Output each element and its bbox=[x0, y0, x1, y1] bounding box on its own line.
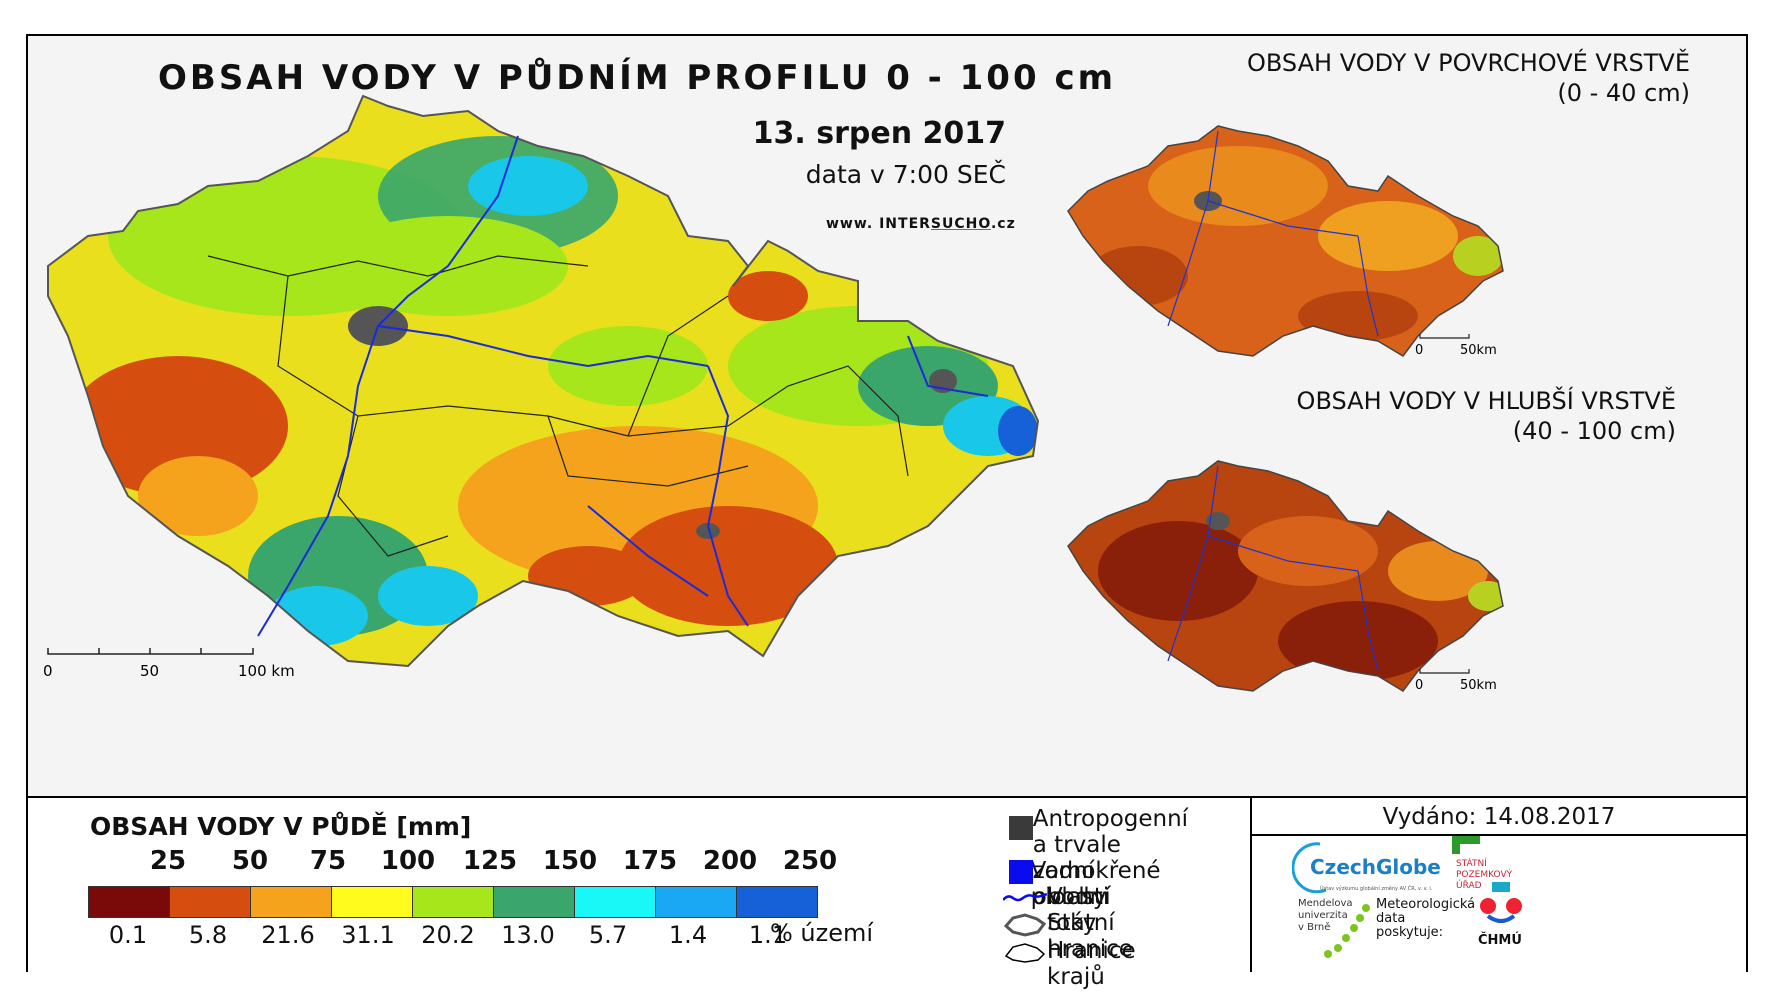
key-water-bodies: Vodní plochy bbox=[1003, 858, 1123, 910]
threshold-label: 125 bbox=[462, 846, 518, 876]
river-line-icon bbox=[1002, 892, 1048, 902]
deep-scale-0: 0 bbox=[1415, 678, 1423, 693]
legend-panel: OBSAH VODY V PŮDĚ [mm] 25 50 75 100 125 … bbox=[28, 796, 1746, 990]
legend-separator bbox=[1250, 798, 1252, 972]
percentage-value: 0.1 bbox=[108, 921, 148, 949]
spu-logo: STÁTNÍ POZEMKOVÝ ÚŘAD bbox=[1452, 836, 1513, 891]
rivers bbox=[257, 135, 989, 637]
map-frame: 0 50 100 km OBSAH VODY V PŮDNÍM PROFILU … bbox=[26, 34, 1748, 990]
legend-swatch bbox=[656, 887, 737, 917]
czechglobe-logo: CzechGlobe Ústav výzkumu globální změny … bbox=[1292, 842, 1441, 894]
main-scale-bar bbox=[47, 648, 254, 655]
map-area: 0 50 100 km OBSAH VODY V PŮDNÍM PROFILU … bbox=[28, 36, 1746, 796]
chmu-logo: ČHMÚ bbox=[1478, 882, 1522, 948]
mendel-university-logo: Mendelova univerzita v Brně bbox=[1298, 898, 1370, 958]
key-state-border: Státní hranice bbox=[1003, 910, 1133, 962]
deep-layer-map: 0 50km bbox=[1067, 460, 1504, 693]
deep-scale-50: 50km bbox=[1460, 678, 1497, 693]
state-border-icon bbox=[1003, 913, 1047, 937]
czechglobe-subtext: Ústav výzkumu globální změny AV ČR, v. v… bbox=[1320, 885, 1433, 892]
rivers-label: Vodní toky bbox=[1047, 884, 1111, 936]
legend-swatch bbox=[170, 887, 251, 917]
surface-scale-0: 0 bbox=[1415, 343, 1423, 358]
percentage-value: 31.1 bbox=[341, 921, 395, 949]
mendel-line3: v Brně bbox=[1298, 921, 1330, 933]
main-soil-water-map: 0 50 100 km bbox=[43, 94, 1040, 680]
chmu-text: ČHMÚ bbox=[1478, 932, 1522, 948]
threshold-label: 150 bbox=[542, 846, 598, 876]
water-bodies-label: Vodní plochy bbox=[1030, 858, 1107, 910]
website-link[interactable]: www. INTERSUCHO.cz bbox=[826, 216, 1016, 232]
percentage-value: 5.8 bbox=[188, 921, 228, 949]
spu-line3: ÚŘAD bbox=[1456, 879, 1482, 891]
threshold-label: 25 bbox=[149, 846, 187, 876]
percentage-value: 1.1 bbox=[748, 921, 788, 949]
meteo-line2: data bbox=[1376, 911, 1406, 926]
main-scale-50: 50 bbox=[140, 662, 159, 680]
surface-title-line2: (0 - 40 cm) bbox=[1557, 79, 1690, 107]
anthropogenic-line2: zamokřené oblasti bbox=[1032, 858, 1161, 910]
threshold-label: 75 bbox=[309, 846, 347, 876]
issued-separator bbox=[1252, 834, 1746, 836]
main-scale-0: 0 bbox=[43, 662, 53, 680]
surface-scale-50: 50km bbox=[1460, 343, 1497, 358]
surface-layer-map: 0 50km bbox=[1067, 125, 1504, 358]
percentage-value: 1.4 bbox=[668, 921, 708, 949]
threshold-label: 250 bbox=[782, 846, 838, 876]
issued-date: Vydáno: 14.08.2017 bbox=[1382, 804, 1616, 830]
legend-swatch bbox=[575, 887, 656, 917]
legend-swatch bbox=[413, 887, 494, 917]
czechglobe-text: CzechGlobe bbox=[1310, 855, 1441, 879]
percentage-value: 5.7 bbox=[588, 921, 628, 949]
date-title: 13. srpen 2017 bbox=[752, 116, 1006, 151]
anthropogenic-swatch bbox=[1009, 816, 1033, 840]
legend-swatch bbox=[494, 887, 575, 917]
legend-color-bar bbox=[88, 886, 818, 918]
key-regions-border: Hranice krajů bbox=[1003, 938, 1136, 990]
meteo-provider-text: Meteorologická data poskytuje: bbox=[1376, 898, 1475, 940]
time-note: data v 7:00 SEČ bbox=[805, 160, 1006, 189]
anthropogenic-line1: Antropogenní a trvale bbox=[1032, 806, 1189, 858]
key-anthropogenic: Antropogenní a trvale zamokřené oblasti bbox=[1003, 806, 1202, 910]
meteo-line1: Meteorologická bbox=[1376, 897, 1476, 912]
threshold-label: 50 bbox=[231, 846, 269, 876]
percentage-value: 13.0 bbox=[501, 921, 555, 949]
percentage-value: 21.6 bbox=[261, 921, 315, 949]
mendel-line2: univerzita bbox=[1298, 910, 1348, 921]
spu-line1: STÁTNÍ bbox=[1456, 857, 1487, 869]
meteo-line3: poskytuje: bbox=[1376, 925, 1444, 940]
threshold-label: 100 bbox=[380, 846, 436, 876]
website-mid: SUCHO bbox=[930, 216, 991, 232]
key-rivers: Vodní toky bbox=[1002, 884, 1111, 936]
legend-title: OBSAH VODY V PŮDĚ [mm] bbox=[90, 812, 472, 841]
legend-swatch bbox=[89, 887, 170, 917]
state-border-label: Státní hranice bbox=[1047, 910, 1133, 962]
deep-title-line1: OBSAH VODY V HLUBŠÍ VRSTVĚ bbox=[1296, 387, 1676, 415]
regions-border-label: Hranice krajů bbox=[1047, 938, 1136, 990]
main-scale-100: 100 km bbox=[238, 662, 295, 680]
surface-title-line1: OBSAH VODY V POVRCHOVÉ VRSTVĚ bbox=[1247, 49, 1690, 77]
deep-map-title: OBSAH VODY V HLUBŠÍ VRSTVĚ (40 - 100 cm) bbox=[1297, 386, 1676, 446]
logos-area: CzechGlobe Ústav výzkumu globální změny … bbox=[1252, 836, 1746, 972]
percent-unit: % území bbox=[770, 919, 874, 947]
legend-swatch bbox=[737, 887, 817, 917]
main-title: OBSAH VODY V PŮDNÍM PROFILU 0 - 100 cm bbox=[158, 58, 1117, 98]
percentage-value: 20.2 bbox=[421, 921, 475, 949]
deep-title-line2: (40 - 100 cm) bbox=[1512, 417, 1676, 445]
spu-line2: POZEMKOVÝ bbox=[1456, 868, 1513, 880]
threshold-label: 175 bbox=[622, 846, 678, 876]
surface-map-title: OBSAH VODY V POVRCHOVÉ VRSTVĚ (0 - 40 cm… bbox=[1247, 48, 1690, 108]
legend-swatch bbox=[332, 887, 413, 917]
website-suffix: .cz bbox=[990, 216, 1016, 232]
website-prefix: www. INTER bbox=[826, 216, 931, 232]
legend-swatch bbox=[251, 887, 332, 917]
threshold-label: 200 bbox=[702, 846, 758, 876]
water-bodies-swatch bbox=[1009, 860, 1033, 884]
regions-border-icon bbox=[1004, 943, 1046, 963]
mendel-line1: Mendelova bbox=[1298, 898, 1353, 909]
